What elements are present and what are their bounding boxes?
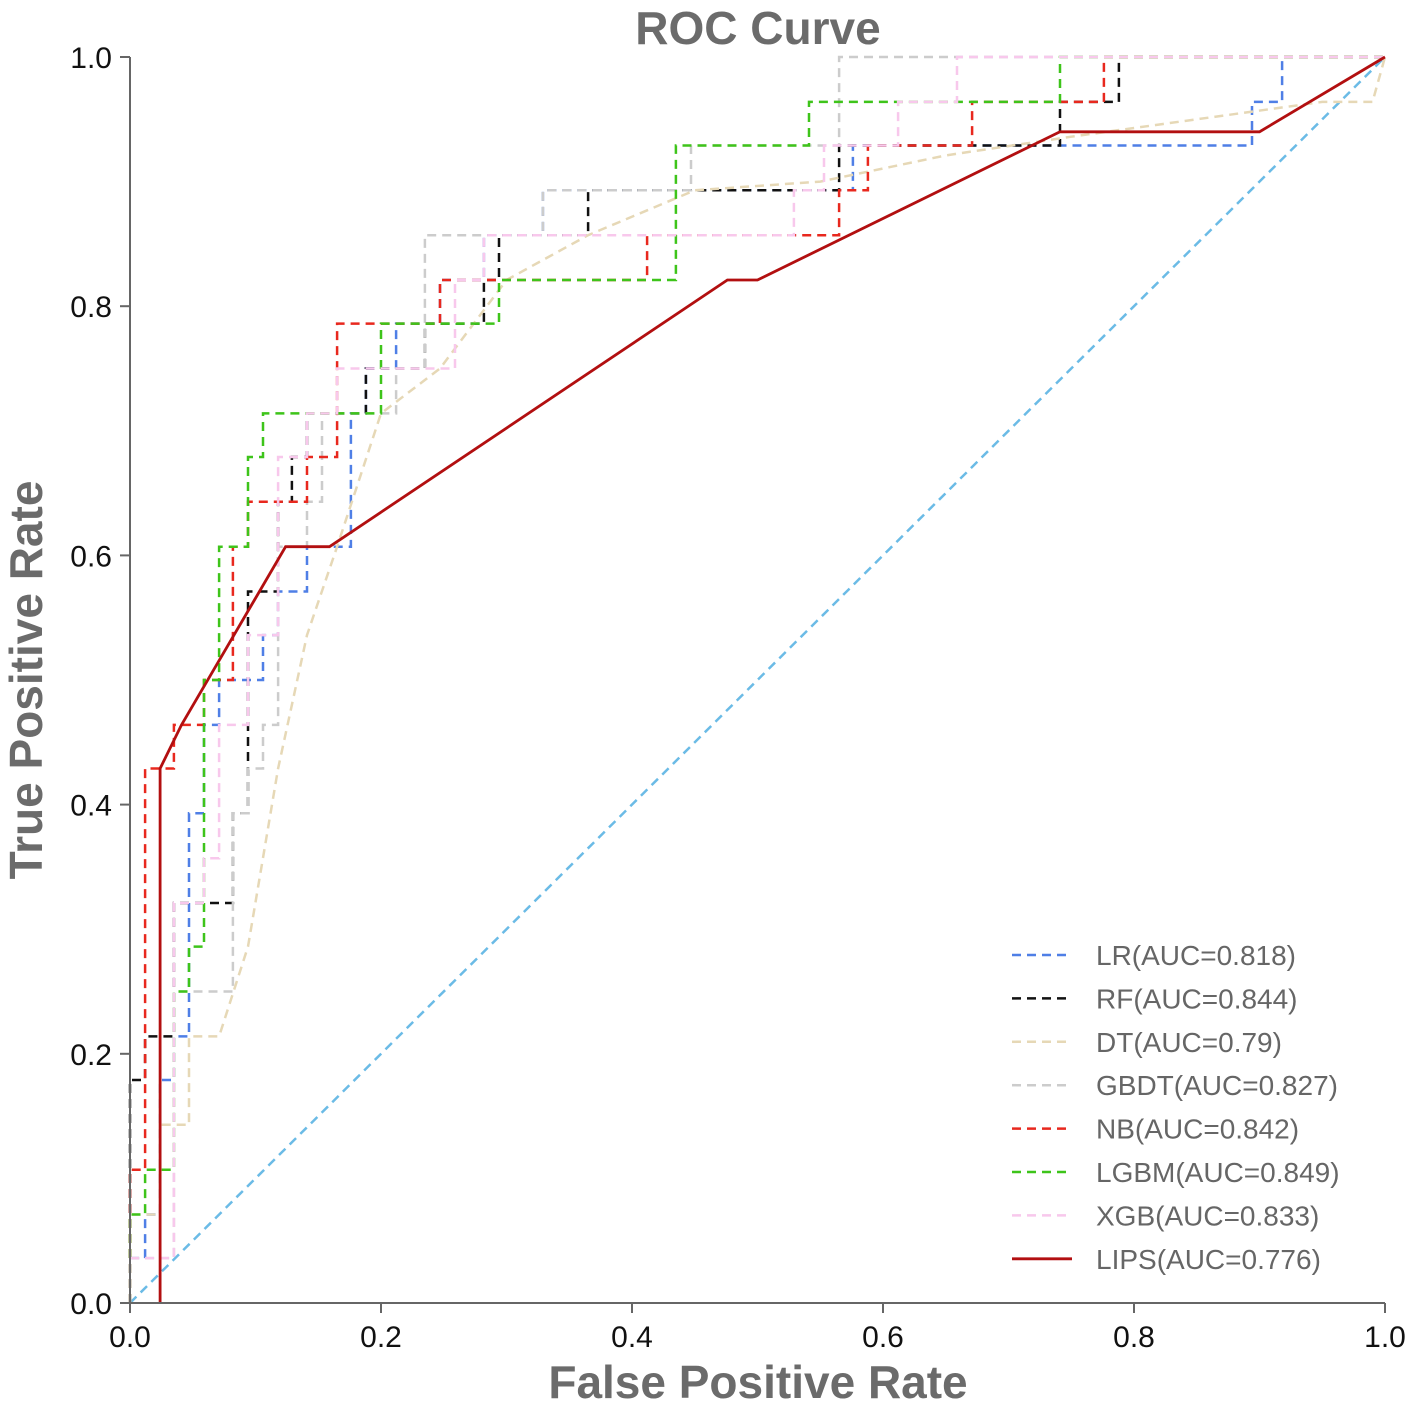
series-line-lgbm [128,55,1385,1303]
x-tick-label: 0.6 [862,1321,904,1354]
legend-label-gbdt: GBDT(AUC=0.827) [1096,1070,1338,1101]
y-tick-label: 0.2 [70,1039,112,1072]
legend-label-xgb: XGB(AUC=0.833) [1096,1200,1319,1231]
x-tick-label: 1.0 [1364,1321,1406,1354]
legend-label-lr: LR(AUC=0.818) [1096,940,1296,971]
x-tick-label: 0.2 [360,1321,402,1354]
y-tick-label: 1.0 [70,42,112,75]
y-tick-label: 0.8 [70,291,112,324]
axes: 0.0 0.2 0.4 0.6 0.8 1.0 0.0 0.2 0.4 0.6 0.8 1.0 [70,42,1406,1354]
legend-label-rf: RF(AUC=0.844) [1096,983,1298,1014]
series-line-lips [158,55,1386,1303]
chart-title: ROC Curve [635,2,880,54]
plot-area [128,55,1387,1304]
y-axis-title: True Positive Rate [0,481,52,880]
legend: LR(AUC=0.818) RF(AUC=0.844) DT(AUC=0.79) GB… [1012,940,1340,1275]
x-tick-label: 0.4 [611,1321,653,1354]
series-line-gbdt [128,55,1385,1303]
y-tick-label: 0.0 [70,1288,112,1321]
x-tick-label: 0.0 [109,1321,151,1354]
legend-label-dt: DT(AUC=0.79) [1096,1027,1282,1058]
series-line-xgb [128,55,1385,1303]
y-tick-label: 0.4 [70,790,112,823]
legend-label-lips: LIPS(AUC=0.776) [1096,1244,1321,1275]
legend-label-nb: NB(AUC=0.842) [1096,1114,1299,1145]
chance-diagonal-line [129,56,1386,1304]
legend-label-lgbm: LGBM(AUC=0.849) [1096,1157,1340,1188]
x-tick-label: 0.8 [1113,1321,1155,1354]
x-axis-title: False Positive Rate [548,1356,967,1408]
y-tick-label: 0.6 [70,540,112,573]
